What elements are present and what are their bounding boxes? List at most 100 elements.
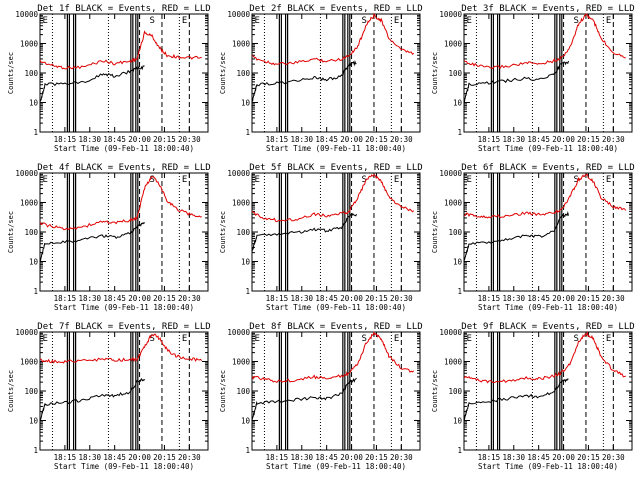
region-letter: E <box>606 16 611 26</box>
region-letter: S <box>362 16 367 26</box>
y-tick-label: 10 <box>29 99 39 108</box>
x-tick-label: 20:30 <box>178 135 201 144</box>
x-axis-label: Start Time (09-Feb-11 18:00:40) <box>478 144 618 153</box>
x-tick-label: 20:30 <box>602 135 625 144</box>
y-tick-label: 1000 <box>232 40 251 49</box>
y-tick-label: 100 <box>24 387 38 396</box>
detector-panel: Det 4f BLACK = Events, RED = LLD 1 10 100 10… <box>7 163 211 312</box>
x-tick-label: 20:00 <box>552 453 575 462</box>
plot-frame <box>39 13 209 133</box>
x-tick-label: 18:45 <box>103 294 126 303</box>
lld-red-series <box>39 176 202 231</box>
lld-red-series <box>39 333 203 364</box>
y-tick-label: 10 <box>241 258 251 267</box>
region-letter: E <box>606 334 611 344</box>
y-tick-label: 100 <box>24 69 38 78</box>
y-tick-label: 10 <box>241 99 251 108</box>
lld-red-series <box>463 13 626 70</box>
x-tick-label: 18:30 <box>78 453 101 462</box>
panel-title: Det 8f BLACK = Events, RED = LLD <box>249 322 422 332</box>
x-tick-label: 20:30 <box>390 135 413 144</box>
x-tick-label: 18:15 <box>478 294 501 303</box>
events-black-series <box>39 377 145 422</box>
y-tick-label: 100 <box>448 387 462 396</box>
region-letter: E <box>254 16 259 26</box>
x-tick-label: 18:15 <box>266 453 289 462</box>
x-tick-label: 18:45 <box>315 294 338 303</box>
plot-frame <box>251 331 421 451</box>
x-tick-label: 20:00 <box>128 453 151 462</box>
plot-frame <box>251 172 421 292</box>
y-axis-label: Counts/sec <box>431 370 439 412</box>
y-tick-label: 100 <box>448 69 462 78</box>
x-tick-label: 20:15 <box>365 453 388 462</box>
region-letter: S <box>362 175 367 185</box>
x-tick-label: 20:00 <box>340 135 363 144</box>
x-tick-label: 18:30 <box>502 453 525 462</box>
x-tick-label: 18:15 <box>266 135 289 144</box>
detector-panel: Det 1f BLACK = Events, RED = LLD 1 10 100 10… <box>7 4 211 153</box>
region-letter: E <box>42 334 47 344</box>
y-tick-label: 1000 <box>232 358 251 367</box>
y-tick-label: 1000 <box>444 358 463 367</box>
plot-frame <box>39 172 209 292</box>
x-tick-label: 18:15 <box>54 453 77 462</box>
x-tick-label: 20:15 <box>153 453 176 462</box>
x-tick-label: 20:30 <box>178 294 201 303</box>
y-tick-label: 100 <box>236 387 250 396</box>
y-tick-label: 100 <box>236 69 250 78</box>
x-axis-label: Start Time (09-Feb-11 18:00:40) <box>54 303 194 312</box>
x-tick-label: 18:45 <box>103 453 126 462</box>
x-tick-label: 18:30 <box>290 135 313 144</box>
y-tick-label: 10000 <box>227 10 250 19</box>
detector-panel: Det 2f BLACK = Events, RED = LLD 1 10 100 10… <box>219 4 423 153</box>
x-axis-label: Start Time (09-Feb-11 18:00:40) <box>478 303 618 312</box>
x-tick-label: 18:45 <box>527 135 550 144</box>
x-axis-label: Start Time (09-Feb-11 18:00:40) <box>54 144 194 153</box>
y-tick-label: 10 <box>241 417 251 426</box>
lld-red-series <box>251 174 415 223</box>
y-tick-label: 1 <box>457 128 462 137</box>
region-letter: E <box>254 334 259 344</box>
y-tick-label: 1 <box>457 287 462 296</box>
x-tick-label: 20:30 <box>178 453 201 462</box>
region-letter: E <box>466 334 471 344</box>
y-axis-label: Counts/sec <box>431 211 439 253</box>
x-tick-label: 18:15 <box>266 294 289 303</box>
region-letter: E <box>606 175 611 185</box>
x-tick-label: 18:15 <box>54 135 77 144</box>
x-tick-label: 18:45 <box>315 453 338 462</box>
events-black-series <box>39 65 145 104</box>
y-tick-label: 10000 <box>439 328 462 337</box>
detector-panel: Det 7f BLACK = Events, RED = LLD 1 10 100 10… <box>7 322 211 471</box>
y-tick-label: 1 <box>245 287 250 296</box>
plot-frame <box>463 331 633 451</box>
y-tick-label: 1 <box>33 128 38 137</box>
x-tick-label: 18:30 <box>502 135 525 144</box>
y-axis-label: Counts/sec <box>7 52 15 94</box>
x-tick-label: 18:15 <box>54 294 77 303</box>
x-tick-label: 18:30 <box>502 294 525 303</box>
y-tick-label: 1000 <box>444 40 463 49</box>
detector-panel: Det 3f BLACK = Events, RED = LLD 1 10 100 10… <box>431 4 635 153</box>
x-tick-label: 20:00 <box>128 135 151 144</box>
x-tick-label: 20:30 <box>602 294 625 303</box>
region-letter: E <box>182 334 187 344</box>
lld-red-series <box>463 331 626 384</box>
y-tick-label: 1 <box>457 446 462 455</box>
region-letter: E <box>394 175 399 185</box>
y-tick-label: 10000 <box>15 10 38 19</box>
x-tick-label: 18:30 <box>78 135 101 144</box>
events-black-series <box>251 377 357 422</box>
x-axis-label: Start Time (09-Feb-11 18:00:40) <box>266 303 406 312</box>
x-axis-label: Start Time (09-Feb-11 18:00:40) <box>54 462 194 471</box>
x-tick-label: 20:15 <box>365 294 388 303</box>
y-tick-label: 10000 <box>439 169 462 178</box>
x-tick-label: 18:45 <box>103 135 126 144</box>
region-letter: S <box>574 334 579 344</box>
y-tick-label: 1 <box>33 446 38 455</box>
y-axis-label: Counts/sec <box>7 370 15 412</box>
region-letter: E <box>182 175 187 185</box>
region-letter: E <box>394 16 399 26</box>
